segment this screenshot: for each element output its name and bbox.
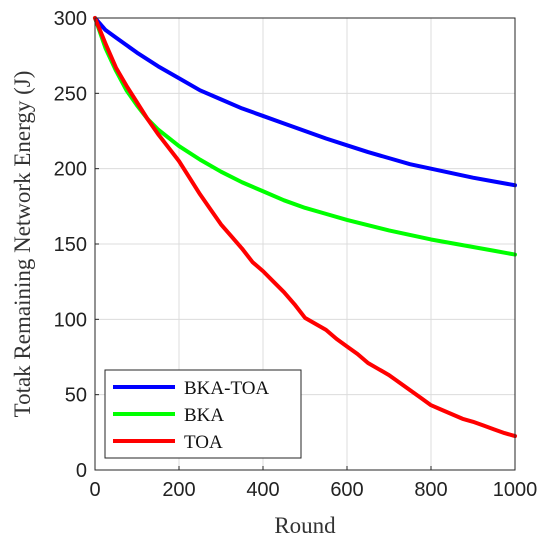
x-tick-label: 200 [162, 479, 195, 501]
y-tick-label: 200 [54, 159, 87, 181]
x-tick-label: 1000 [493, 479, 538, 501]
legend: BKA-TOA BKA TOA [104, 369, 302, 459]
x-tick-label: 600 [330, 479, 363, 501]
y-tick-label: 50 [65, 385, 87, 407]
series-line-toa [93, 16, 517, 439]
series-line-bka-toa [93, 16, 517, 188]
x-tick-label: 400 [246, 479, 279, 501]
y-axis-label: Totak Remaining Network Energy (J) [10, 71, 35, 418]
series-lines [93, 16, 517, 439]
tick-labels: 0 200 400 600 800 1000 0 50 100 150 200 250 300 [54, 8, 538, 501]
y-tick-label: 300 [54, 8, 87, 30]
y-tick-label: 250 [54, 83, 87, 105]
y-tick-label: 100 [54, 309, 87, 331]
y-tick-label: 150 [54, 234, 87, 256]
legend-label: BKA-TOA [184, 378, 269, 399]
x-axis-label: Round [274, 513, 336, 538]
x-tick-label: 0 [89, 479, 100, 501]
legend-label: TOA [184, 432, 223, 453]
x-tick-label: 800 [414, 479, 447, 501]
legend-label: BKA [184, 405, 224, 426]
y-tick-label: 0 [76, 460, 87, 482]
